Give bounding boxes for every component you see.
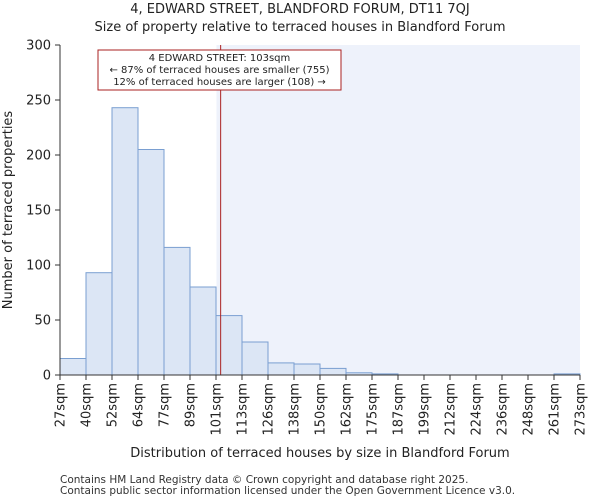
x-tick-label: 162sqm	[340, 383, 355, 436]
x-tick-label: 52sqm	[106, 383, 121, 427]
x-tick-label: 224sqm	[470, 383, 485, 436]
bar-77sqm	[163, 246, 191, 376]
annotation-box: 4 EDWARD STREET: 103sqm ← 87% of terrace…	[97, 49, 342, 91]
x-tick-label: 236sqm	[496, 383, 511, 436]
y-tick-label: 200	[26, 149, 51, 164]
x-tick-label: 40sqm	[80, 383, 95, 427]
bar-126sqm	[267, 362, 295, 376]
annotation-frame	[97, 49, 342, 91]
x-tick-label: 89sqm	[184, 383, 199, 427]
bar-27sqm	[59, 358, 87, 376]
footer-copyright: Contains HM Land Registry data © Crown c…	[60, 474, 469, 486]
bar-150sqm	[319, 367, 347, 376]
x-tick-label: 64sqm	[132, 383, 147, 427]
x-tick-label: 126sqm	[262, 383, 277, 436]
chart-subtitle: Size of property relative to terraced ho…	[94, 20, 506, 35]
x-tick-label: 212sqm	[444, 383, 459, 436]
bar-64sqm	[137, 149, 165, 376]
x-tick-label: 199sqm	[418, 383, 433, 436]
x-tick-label: 138sqm	[288, 383, 303, 436]
y-tick-label: 100	[26, 259, 51, 274]
annotation-line-2: ← 87% of terraced houses are smaller (75…	[109, 65, 329, 76]
y-ticks: 0 50 100 150 200 250 300	[26, 39, 60, 384]
x-axis-label: Distribution of terraced houses by size …	[130, 446, 509, 461]
x-tick-label: 261sqm	[548, 383, 563, 436]
y-tick-label: 0	[43, 369, 51, 384]
annotation-line-3: 12% of terraced houses are larger (108) …	[113, 77, 326, 88]
x-tick-label: 175sqm	[366, 383, 381, 436]
y-tick-label: 50	[34, 314, 51, 329]
footer-licence: Contains public sector information licen…	[60, 485, 516, 497]
x-tick-label: 77sqm	[158, 383, 173, 427]
x-tick-label: 248sqm	[522, 383, 537, 436]
y-tick-label: 250	[26, 94, 51, 109]
x-tick-label: 273sqm	[574, 383, 589, 436]
annotation-line-1: 4 EDWARD STREET: 103sqm	[149, 53, 291, 64]
bar-52sqm	[111, 107, 139, 376]
x-tick-label: 150sqm	[314, 383, 329, 436]
x-ticks: 27sqm 40sqm 52sqm 64sqm 77sqm 89sqm 101sqm 113s…	[54, 375, 589, 436]
bar-101sqm	[215, 315, 243, 376]
y-tick-label: 150	[26, 204, 51, 219]
x-tick-label: 113sqm	[236, 383, 251, 436]
above-property-region	[216, 45, 580, 375]
y-tick-label: 300	[26, 39, 51, 54]
bar-89sqm	[189, 286, 217, 376]
bar-113sqm	[241, 341, 269, 376]
x-tick-label: 187sqm	[392, 383, 407, 436]
x-tick-label: 27sqm	[54, 383, 69, 427]
bar-138sqm	[293, 363, 321, 376]
chart-title: 4, EDWARD STREET, BLANDFORD FORUM, DT11 …	[130, 2, 470, 17]
y-axis-label: Number of terraced properties	[1, 111, 16, 310]
bars-group	[59, 107, 581, 376]
x-tick-label: 101sqm	[210, 383, 225, 436]
bar-40sqm	[85, 272, 113, 376]
